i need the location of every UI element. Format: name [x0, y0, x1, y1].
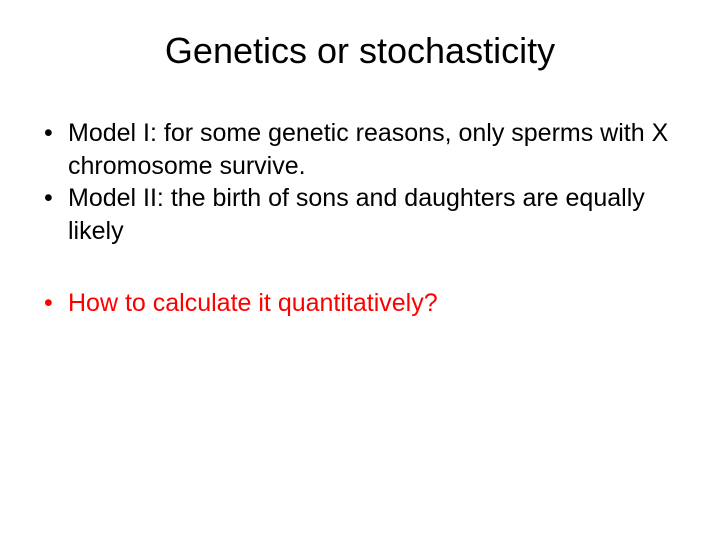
bullet-list: How to calculate it quantitatively? — [40, 287, 680, 320]
spacer — [40, 247, 680, 287]
bullet-list: Model I: for some genetic reasons, only … — [40, 117, 680, 247]
bullet-item: Model I: for some genetic reasons, only … — [40, 117, 680, 182]
bullet-item: Model II: the birth of sons and daughter… — [40, 182, 680, 247]
bullet-item: How to calculate it quantitatively? — [40, 287, 680, 320]
slide-title: Genetics or stochasticity — [40, 30, 680, 72]
